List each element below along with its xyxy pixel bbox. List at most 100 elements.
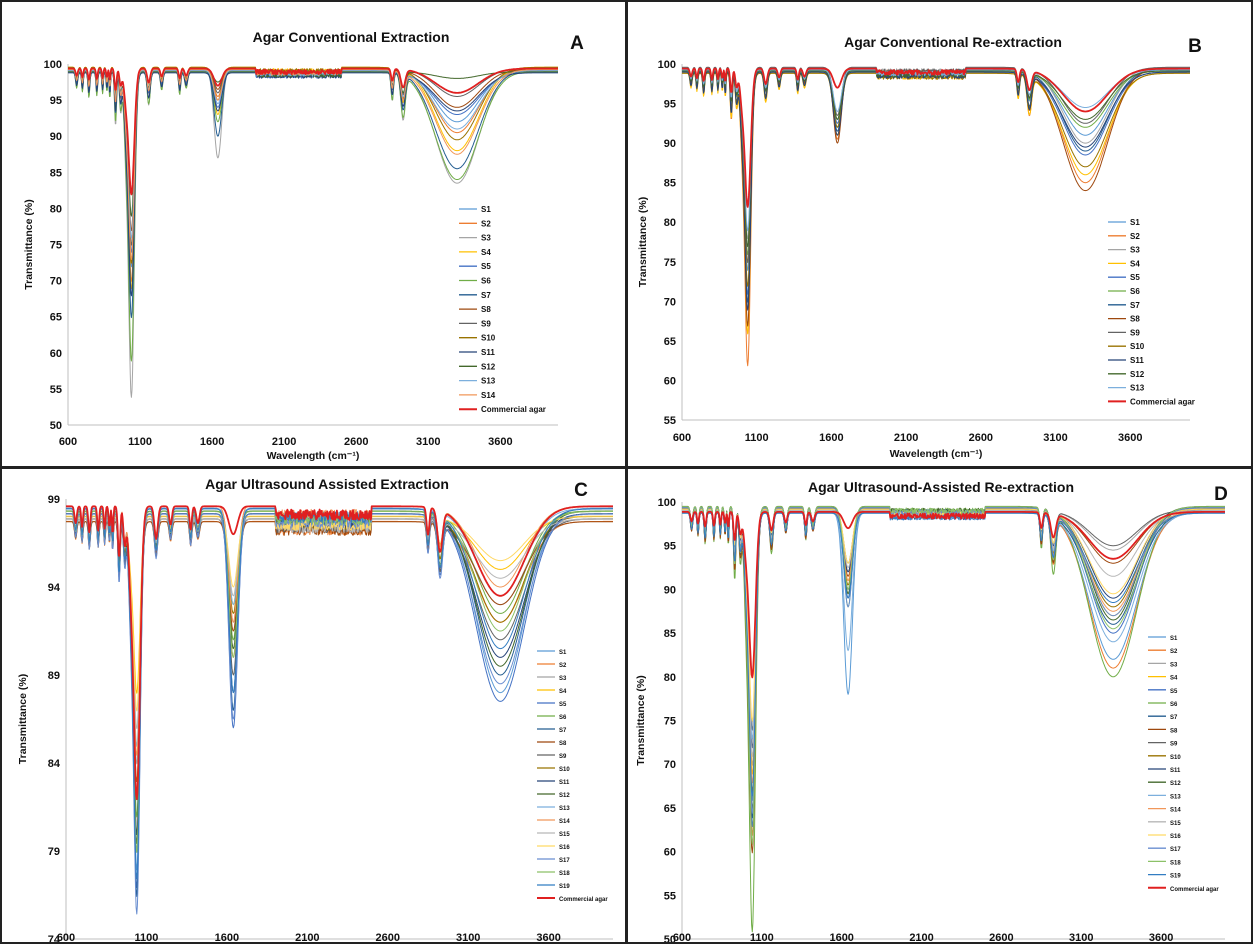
legend-label: S17 <box>1170 847 1181 853</box>
legend-label: S11 <box>1170 768 1181 774</box>
legend-label: S5 <box>559 702 567 708</box>
panel-letter: B <box>1188 36 1202 57</box>
x-tick-label: 3600 <box>536 932 560 942</box>
legend: S1 S2 S3 S4 S5 S6 S7 S8 S9 S10 S11 S12 S13 S14 S15 S16 S… <box>537 650 608 903</box>
series-lines <box>67 66 559 398</box>
series-line-s17 <box>66 513 613 915</box>
legend-label: S7 <box>481 291 491 300</box>
series-line-s11 <box>68 72 558 297</box>
legend-label: S3 <box>481 234 491 243</box>
legend-label: S18 <box>559 871 570 877</box>
legend-label: S16 <box>559 845 570 851</box>
x-tick-label: 3600 <box>488 436 512 448</box>
y-tick-label: 50 <box>50 420 62 432</box>
panel-a: Agar Conventional Extraction A 50 55 60 65 70 7… <box>0 0 627 468</box>
series-line-commercial-agar <box>65 505 614 801</box>
x-tick-label: 3600 <box>1149 932 1173 942</box>
panel-letter: D <box>1214 484 1228 505</box>
series-line-s4 <box>682 72 1190 335</box>
chart-title: Agar Ultrasound Assisted Extraction <box>205 476 449 492</box>
y-tick-label: 99 <box>48 494 60 506</box>
y-tick-label: 70 <box>50 276 62 288</box>
legend-label: Commercial agar <box>1170 887 1219 893</box>
series-line-s11 <box>682 71 1190 311</box>
legend-label: S15 <box>1170 821 1181 827</box>
chart-a: Agar Conventional Extraction A 50 55 60 65 70 7… <box>23 29 584 462</box>
legend-label: S5 <box>481 262 491 271</box>
legend: S1 S2 S3 S4 S5 S6 S7 S8 S9 S10 S11 S12 S13 Commercial… <box>1108 218 1195 406</box>
legend-label: S12 <box>559 793 570 799</box>
chart-title: Agar Ultrasound-Assisted Re-extraction <box>808 479 1074 495</box>
legend-label: S12 <box>1170 781 1181 787</box>
series-line-commercial-agar <box>681 67 1191 208</box>
x-tick-label: 2600 <box>989 932 1013 942</box>
legend-label: S11 <box>1130 356 1144 365</box>
y-tick-label: 65 <box>50 312 62 324</box>
legend-label: S2 <box>1130 232 1140 241</box>
legend-label: S3 <box>1170 662 1178 668</box>
y-tick-label: 50 <box>664 934 676 942</box>
y-tick-label: 80 <box>664 672 676 684</box>
legend-label: S7 <box>1130 301 1140 310</box>
legend-label: S2 <box>1170 649 1178 655</box>
x-tick-label: 2100 <box>894 432 918 444</box>
legend-label: S2 <box>481 219 491 228</box>
legend-label: S8 <box>481 305 491 314</box>
legend-label: S6 <box>1170 702 1178 708</box>
legend-label: S9 <box>559 754 567 760</box>
legend-label: S10 <box>559 767 570 773</box>
legend-label: S11 <box>559 780 570 786</box>
series-line-s6 <box>66 510 613 818</box>
panel-d: Agar Ultrasound-Assisted Re-extraction D 5… <box>626 467 1253 944</box>
legend-label: S14 <box>1170 808 1181 814</box>
y-axis-label: Transmittance (%) <box>637 197 649 287</box>
legend-label: S5 <box>1170 689 1178 695</box>
legend-label: Commercial agar <box>559 897 608 903</box>
legend-label: S3 <box>1130 246 1140 255</box>
x-tick-label: 1100 <box>135 932 159 942</box>
x-tick-label: 1100 <box>128 436 152 448</box>
series-lines <box>681 66 1191 367</box>
x-tick-label: 600 <box>57 932 75 942</box>
x-tick-label: 600 <box>673 932 691 942</box>
legend-label: S14 <box>559 819 570 825</box>
y-tick-label: 100 <box>44 59 62 71</box>
series-line-s12 <box>682 70 1190 248</box>
legend-label: S8 <box>1170 728 1178 734</box>
y-tick-label: 55 <box>664 890 676 902</box>
series-line-s9 <box>682 66 1190 263</box>
series-line-s15 <box>66 518 613 729</box>
x-tick-label: 2600 <box>969 432 993 444</box>
y-tick-label: 95 <box>664 99 676 111</box>
legend-label: S15 <box>559 832 570 838</box>
legend-label: S4 <box>1170 676 1178 682</box>
y-tick-label: 65 <box>664 803 676 815</box>
legend-label: S19 <box>559 884 570 890</box>
x-tick-label: 3100 <box>456 932 480 942</box>
y-axis-label: Transmittance (%) <box>23 199 35 289</box>
legend-label: S2 <box>559 663 567 669</box>
x-tick-label: 3100 <box>1069 932 1093 942</box>
chart-title: Agar Conventional Re-extraction <box>844 34 1062 50</box>
x-tick-label: 1100 <box>750 932 774 942</box>
x-axis-label: Wavelength (cm⁻¹) <box>890 448 983 460</box>
y-tick-label: 85 <box>50 167 62 179</box>
series-line-s13 <box>682 69 1190 232</box>
legend-label: S9 <box>1170 742 1178 748</box>
legend-label: S1 <box>1170 636 1178 642</box>
panel-letter: C <box>574 480 588 501</box>
series-line-s8 <box>682 68 1190 327</box>
x-axis-label: Wavelength (cm⁻¹) <box>267 450 360 462</box>
legend-label: Commercial agar <box>1130 397 1195 406</box>
y-tick-label: 95 <box>664 541 676 553</box>
legend-label: S13 <box>481 377 496 386</box>
chart-d: Agar Ultrasound-Assisted Re-extraction D 5… <box>635 479 1228 942</box>
panel-b: Agar Conventional Re-extraction B 55 60 65 70… <box>626 0 1253 468</box>
x-tick-label: 2600 <box>376 932 400 942</box>
series-line-s19 <box>66 508 613 880</box>
legend-label: S4 <box>559 689 567 695</box>
series-line-s9 <box>682 509 1225 731</box>
y-tick-label: 95 <box>50 95 62 107</box>
y-tick-label: 70 <box>664 759 676 771</box>
legend-label: S13 <box>559 806 570 812</box>
